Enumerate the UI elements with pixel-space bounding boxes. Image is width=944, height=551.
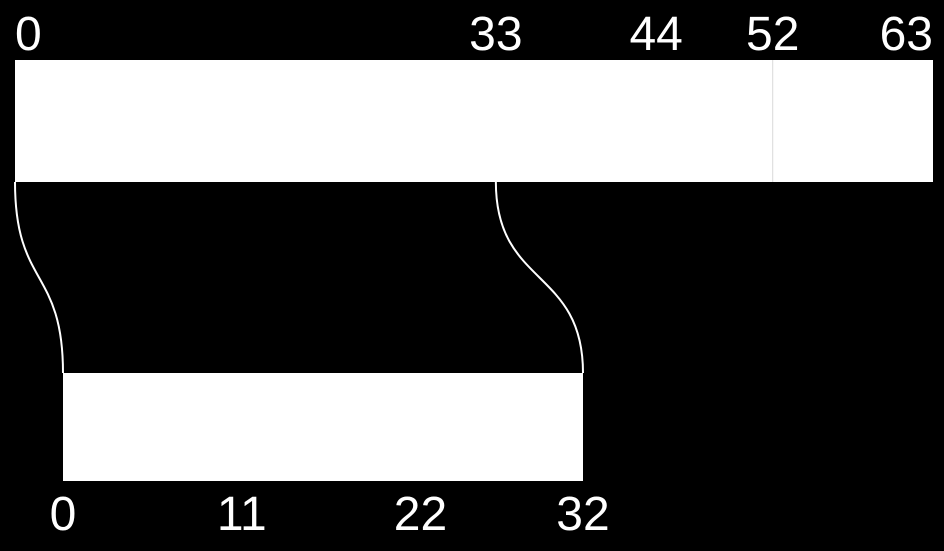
- bottom-bar: [63, 373, 583, 481]
- bottom-tick-label: 0: [50, 488, 77, 541]
- bottom-tick-label: 32: [556, 488, 609, 541]
- bottom-tick-label: 22: [394, 488, 447, 541]
- top-tick-label: 63: [880, 8, 933, 61]
- top-tick-label: 52: [746, 8, 799, 61]
- top-tick-label: 44: [629, 8, 682, 61]
- top-tick-label: 0: [15, 8, 42, 61]
- bottom-tick-label: 11: [217, 488, 267, 541]
- top-bar: [15, 60, 933, 182]
- top-tick-label: 33: [469, 8, 522, 61]
